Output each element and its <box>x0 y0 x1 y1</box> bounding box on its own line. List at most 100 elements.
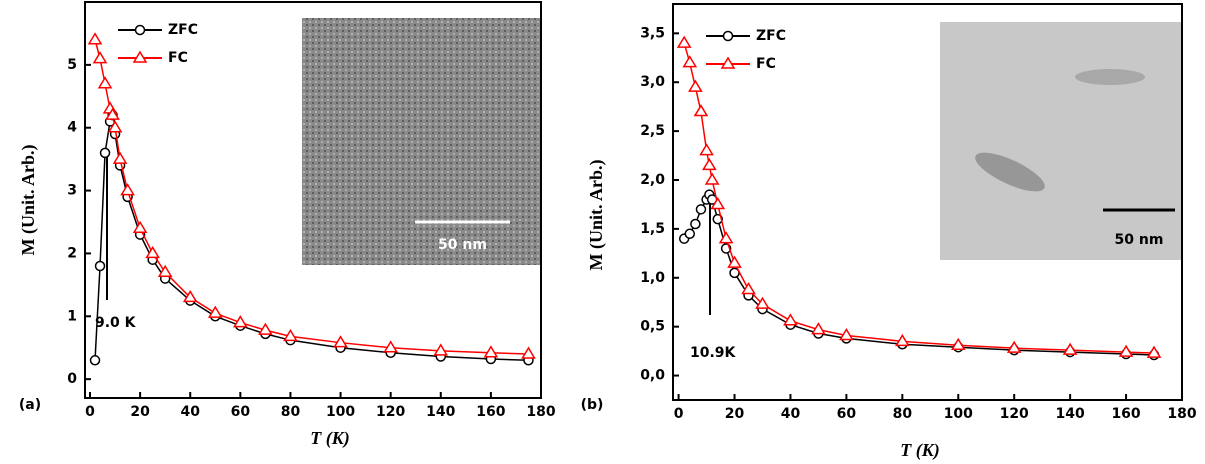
data-point <box>112 151 128 164</box>
x-tick-label: 180 <box>1167 406 1196 422</box>
plot-frame <box>672 3 1183 401</box>
y-tick-label: 0,0 <box>640 368 665 384</box>
data-point <box>718 231 734 244</box>
y-axis-label: M (Unit. Arb.) <box>586 160 607 271</box>
legend-marker <box>720 56 736 69</box>
x-tick-label: 100 <box>326 404 355 420</box>
y-tick-label: 3,5 <box>640 25 665 41</box>
data-point <box>755 296 770 309</box>
x-tick-label: 0 <box>85 404 95 420</box>
y-tick-label: 1,0 <box>640 270 665 286</box>
data-point <box>839 328 854 341</box>
x-tick-label: 180 <box>526 404 555 420</box>
x-tick-label: 140 <box>426 404 455 420</box>
x-tick-label: 40 <box>180 404 200 420</box>
legend-marker <box>132 50 148 63</box>
legend-label: FC <box>168 50 188 66</box>
data-point <box>1146 345 1162 358</box>
y-axis-label: M (Unit. Arb.) <box>18 145 39 256</box>
data-point <box>682 55 698 68</box>
data-point <box>99 147 111 159</box>
x-tick-label: 40 <box>781 406 801 422</box>
data-point <box>89 355 101 366</box>
panel-label: (a) <box>19 397 41 413</box>
data-point <box>702 157 717 171</box>
data-point <box>741 282 756 295</box>
data-point <box>283 328 298 342</box>
x-tick-label: 20 <box>130 404 150 420</box>
x-tick-label: 140 <box>1056 406 1085 422</box>
y-tick-label: 3 <box>67 183 77 199</box>
panel-label: (b) <box>581 397 604 413</box>
data-point <box>688 79 703 92</box>
annotation: 10.9K <box>690 345 737 361</box>
data-point <box>182 289 198 303</box>
data-point <box>207 305 223 318</box>
legend-marker <box>722 30 734 42</box>
data-point <box>699 143 714 156</box>
data-point <box>950 337 966 350</box>
data-point <box>333 335 348 348</box>
data-point <box>132 220 148 234</box>
data-point <box>811 322 826 335</box>
data-point <box>383 340 398 353</box>
x-tick-label: 120 <box>376 404 405 420</box>
y-tick-label: 0,5 <box>640 319 665 335</box>
legend-label: ZFC <box>168 22 198 38</box>
x-tick-label: 80 <box>893 406 913 422</box>
y-tick-label: 2,5 <box>640 123 665 139</box>
data-point <box>1118 344 1134 357</box>
data-point <box>120 183 135 196</box>
data-point <box>258 322 273 335</box>
scale-bar-label: 50 nm <box>1115 232 1164 248</box>
y-tick-label: 2,0 <box>640 172 665 188</box>
x-tick-label: 60 <box>837 406 857 422</box>
data-point <box>710 196 726 210</box>
data-point <box>1062 342 1078 355</box>
data-point <box>94 260 106 272</box>
x-tick-label: 120 <box>1000 406 1029 422</box>
particle-cluster <box>975 152 1045 192</box>
data-point <box>1006 340 1022 353</box>
data-point <box>783 313 798 326</box>
data-point <box>483 345 499 358</box>
data-point <box>233 315 248 328</box>
annotation: 9.0 K <box>95 315 137 331</box>
x-tick-label: 80 <box>281 404 301 420</box>
data-point <box>712 213 723 225</box>
y-tick-label: 1,5 <box>640 221 665 237</box>
y-tick-label: 2 <box>67 245 77 261</box>
y-tick-label: 1 <box>67 308 77 324</box>
data-point <box>521 346 536 359</box>
data-point <box>145 245 160 259</box>
data-point <box>684 228 696 240</box>
data-point <box>693 104 709 117</box>
y-tick-label: 5 <box>67 57 77 73</box>
x-tick-label: 160 <box>476 404 505 420</box>
x-axis-label: T (K) <box>310 428 350 449</box>
data-point <box>105 107 120 120</box>
data-point <box>895 333 910 347</box>
x-tick-label: 20 <box>725 406 745 422</box>
legend-marker <box>134 24 146 36</box>
data-point <box>433 343 449 356</box>
x-tick-label: 160 <box>1111 406 1140 422</box>
data-point <box>92 51 108 64</box>
inset-image <box>302 18 542 265</box>
data-point <box>97 76 113 89</box>
inset-image <box>940 22 1182 260</box>
data-point <box>690 218 701 230</box>
data-point <box>157 264 173 278</box>
x-tick-label: 0 <box>674 406 684 422</box>
x-axis-label: T (K) <box>900 440 940 461</box>
plot-frame <box>84 1 542 399</box>
data-point <box>107 120 123 133</box>
legend-label: ZFC <box>756 28 786 44</box>
y-tick-label: 0 <box>67 371 77 387</box>
y-tick-label: 3,0 <box>640 74 665 90</box>
data-point <box>676 35 692 48</box>
scale-bar-label: 50 nm <box>438 237 487 253</box>
data-point <box>704 172 720 185</box>
